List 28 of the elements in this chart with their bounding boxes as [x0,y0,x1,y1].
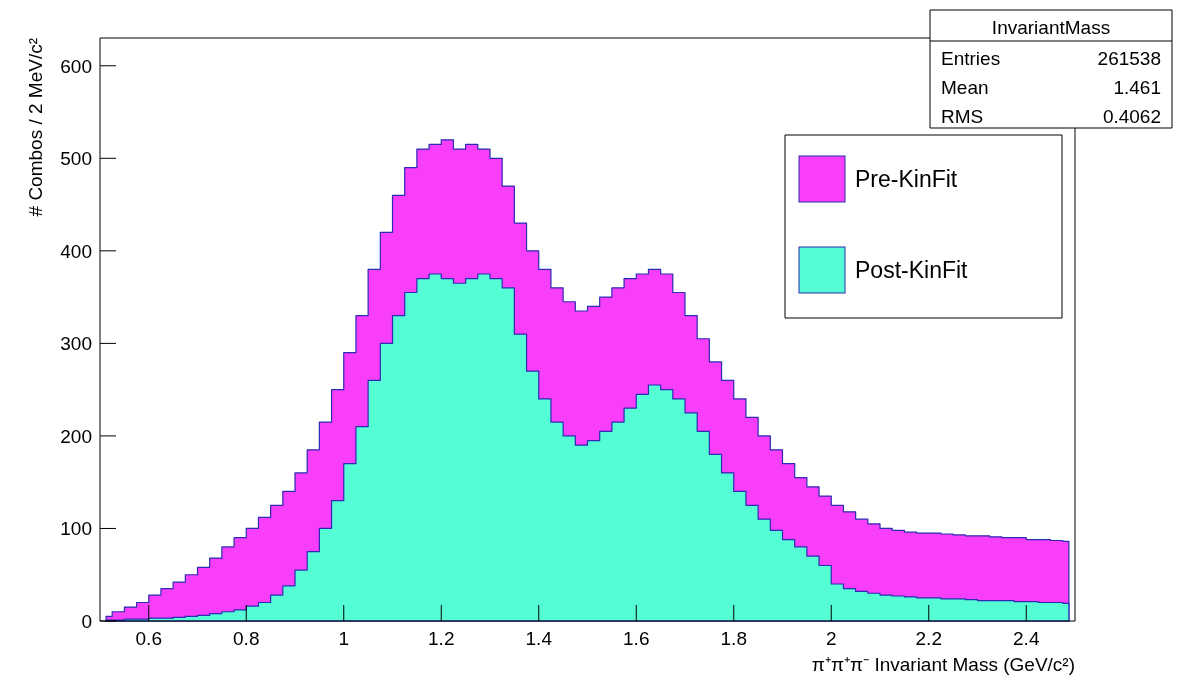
y-tick-label: 500 [60,148,92,170]
annotation: InvariantMass [991,17,1111,38]
legend-label: Post-KinFit [855,257,969,283]
annotation: RMS [941,106,984,127]
y-tick-label: 400 [60,240,92,262]
x-tick-label: 1.8 [720,628,747,649]
y-tick-label: 0 [81,611,92,632]
annotation: Entries [941,48,1001,69]
y-axis-title: # Combos / 2 MeV/c² [25,38,46,217]
x-tick-label: 1.6 [623,628,650,649]
x-tick-label: 1.4 [525,628,553,649]
x-tick-label: 0.8 [233,628,260,649]
y-tick-label: 600 [60,55,92,77]
annotation: Mean [941,77,989,98]
x-tick-label: 1 [338,628,350,649]
text: 0.4062 [1102,106,1161,127]
x-tick-label: 0.6 [135,628,162,649]
y-tick-label: 300 [60,333,92,355]
x-axis-title: π⁺π⁺π⁻ Invariant Mass (GeV/c²) [811,654,1075,675]
text: 1.461 [1113,77,1161,98]
x-tick-label: 2.2 [915,628,942,649]
y-tick-label: 100 [60,518,92,540]
x-tick-label: 2 [825,628,837,649]
x-tick-label: 1.2 [428,628,455,649]
legend-label: Pre-KinFit [855,166,958,192]
y-tick-label: 200 [60,425,92,447]
text: 261538 [1097,48,1161,69]
x-tick-label: 2.4 [1013,628,1040,649]
